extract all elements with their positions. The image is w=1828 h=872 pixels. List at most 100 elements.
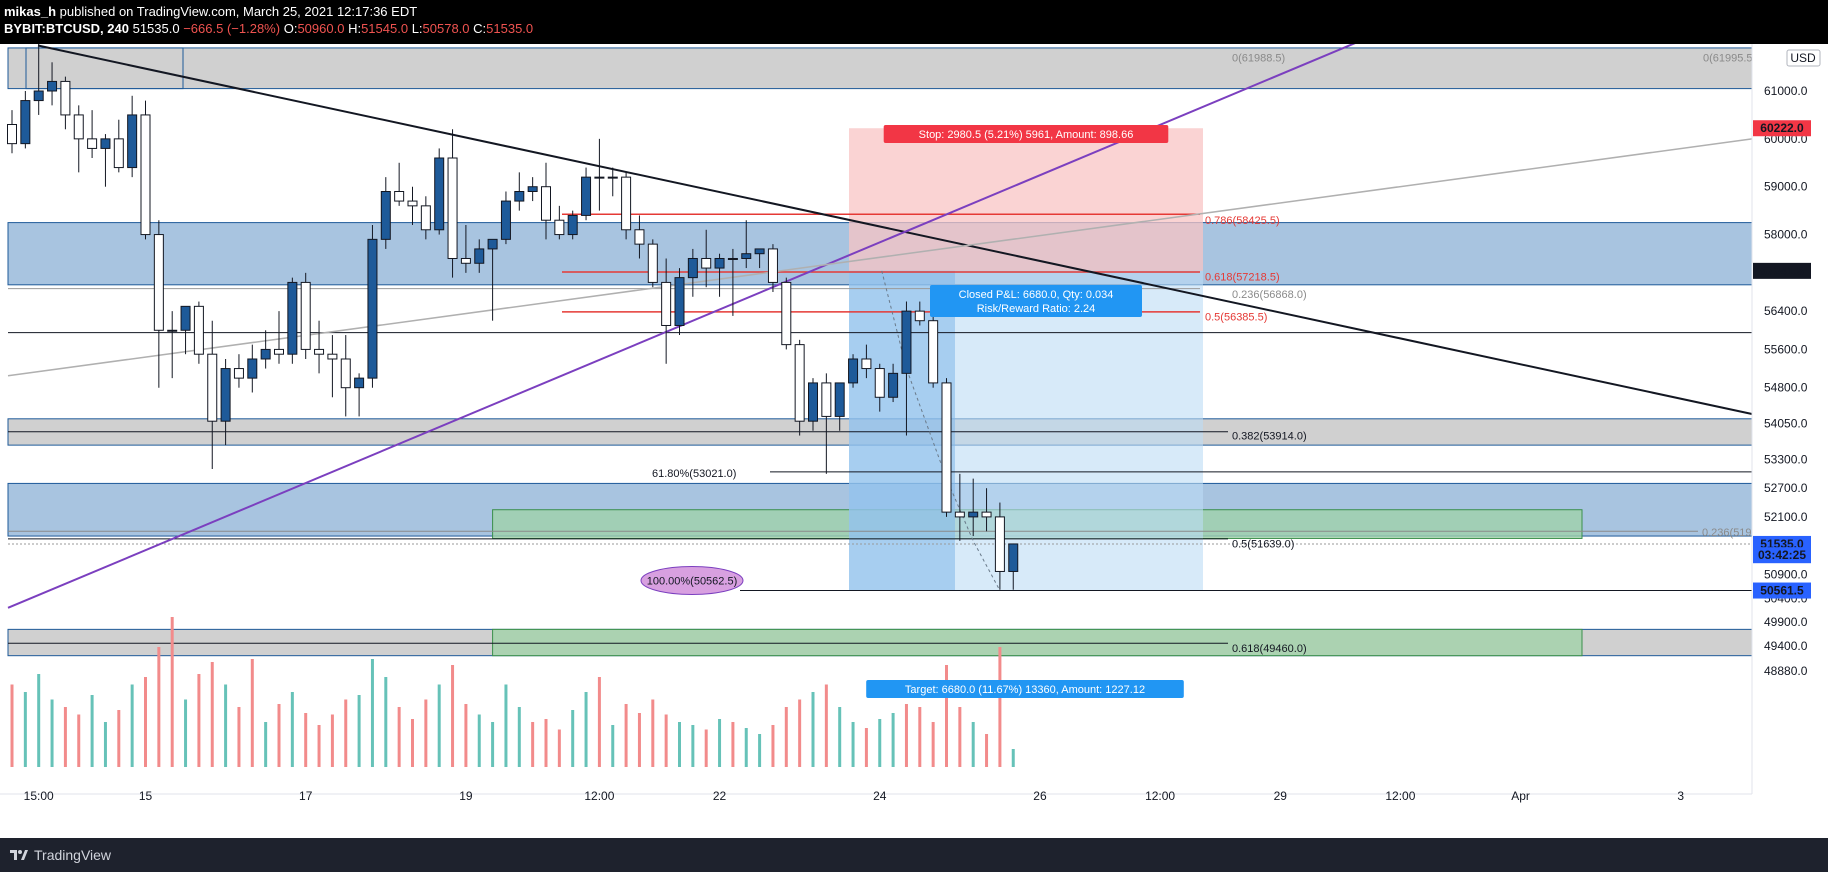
x-tick-label: 19 [459, 789, 473, 803]
y-tick-label: 54800.0 [1764, 381, 1808, 395]
candle-body [954, 511, 965, 518]
volume-bar [718, 719, 722, 767]
pnl-label-bg [930, 285, 1142, 317]
volume-bar [771, 725, 775, 767]
volume-bar [437, 684, 441, 767]
low-value: 50578.0 [422, 21, 470, 36]
volume-bar [971, 722, 975, 767]
stop-loss-zone [849, 128, 1203, 271]
volume-bar [10, 684, 14, 767]
candle-body [394, 190, 405, 202]
candle-body [367, 238, 378, 379]
volume-bar [451, 665, 455, 767]
x-tick-label: 3 [1677, 789, 1684, 803]
volume-bar [824, 684, 828, 767]
zone-box-top [25, 47, 184, 90]
volume-bar [477, 714, 481, 767]
volume-bar [397, 707, 401, 767]
candle-body [754, 248, 765, 255]
candle-body [354, 377, 365, 389]
volume-bar [330, 714, 334, 767]
high-value: 51545.0 [361, 21, 409, 36]
volume-bar [424, 699, 428, 767]
fib-label: 0.382(53914.0) [1232, 431, 1307, 443]
y-tick-label: 54050.0 [1764, 417, 1808, 431]
candle-body [340, 358, 351, 389]
volume-bar [758, 734, 762, 767]
volume-bar [878, 719, 882, 767]
candle-body [727, 257, 738, 260]
candle-body [47, 80, 58, 92]
volume-bar [651, 699, 655, 767]
volume-bar [557, 729, 561, 767]
volume-bar [945, 665, 948, 767]
candle-body [153, 234, 164, 331]
volume-bar [891, 713, 895, 767]
symbol-label[interactable]: BYBIT:BTCUSD, 240 [4, 21, 129, 36]
volume-bar [250, 659, 254, 767]
candle-body [968, 511, 979, 518]
candle-body [554, 219, 565, 236]
candle-body [994, 516, 1005, 572]
price-chart[interactable]: 0(61988.5) 0(61995.5) 0.786(58425.5) 0.618(… [0, 44, 1828, 838]
candle-body [87, 138, 98, 149]
candle-body [808, 382, 818, 422]
volume-bar [664, 714, 668, 767]
price-tag: 50561.5 [1760, 584, 1804, 598]
candle-body [834, 382, 845, 417]
fib-100-label: 100.00%(50562.5) [647, 575, 738, 587]
chart-footer: TradingView [0, 838, 1828, 872]
pnl-label-text: Risk/Reward Ratio: 2.24 [977, 303, 1096, 315]
y-tick-label: 53300.0 [1764, 452, 1808, 466]
candle-body [541, 186, 551, 221]
y-tick-label: 58000.0 [1764, 228, 1808, 242]
volume-bar [531, 722, 535, 767]
volume-bar [611, 725, 615, 767]
candle-body [941, 382, 952, 513]
candle-body [901, 310, 912, 374]
volume-bar [998, 647, 1002, 767]
volume-bar [357, 695, 361, 767]
tradingview-logo-icon [10, 848, 28, 862]
uptrend-line-gray [7, 138, 1753, 377]
close-value: 51535.0 [486, 21, 534, 36]
volume-bar [384, 677, 388, 767]
volume-bar [985, 734, 989, 767]
low-label: L: [411, 21, 423, 36]
candle-body [581, 176, 592, 216]
pnl-label-text: Closed P&L: 6680.0, Qty: 0.034 [959, 289, 1114, 301]
tradingview-logo[interactable]: TradingView [10, 847, 111, 863]
candle-body [207, 353, 218, 422]
candle-body [380, 190, 391, 240]
fib-label: 0(61988.5) [1232, 53, 1285, 65]
x-tick-label: 15 [139, 789, 153, 803]
candle-body [60, 80, 71, 116]
candle-body [100, 138, 111, 149]
volume-bar [77, 714, 81, 767]
volume-bar [731, 722, 735, 767]
target-label-bg [866, 680, 1184, 698]
currency-tag [1786, 49, 1821, 67]
volume-bar [811, 692, 815, 767]
y-tick-label: 48880.0 [1764, 664, 1808, 678]
candle-body [674, 277, 685, 326]
volume-bar [678, 722, 681, 767]
candle-body [848, 358, 859, 384]
publisher-name[interactable]: mikas_h [4, 4, 57, 19]
fib-label: 0.786(58425.5) [1205, 215, 1280, 227]
fib-label: 0.618(49460.0) [1232, 643, 1307, 655]
candle-body [247, 358, 258, 379]
volume-bar [624, 704, 628, 767]
volume-bar [170, 617, 174, 767]
volume-bar [23, 692, 27, 767]
y-tick-label: 59000.0 [1764, 180, 1808, 194]
volume-bar [904, 704, 908, 767]
time-axis [0, 794, 1828, 838]
candle-body [113, 138, 124, 169]
volume-bar [370, 659, 374, 767]
volume-bar [584, 692, 588, 767]
y-tick-label: 49400.0 [1764, 639, 1808, 653]
candle-body [647, 243, 658, 283]
x-tick-label: 22 [713, 789, 727, 803]
volume-bar [184, 699, 188, 767]
